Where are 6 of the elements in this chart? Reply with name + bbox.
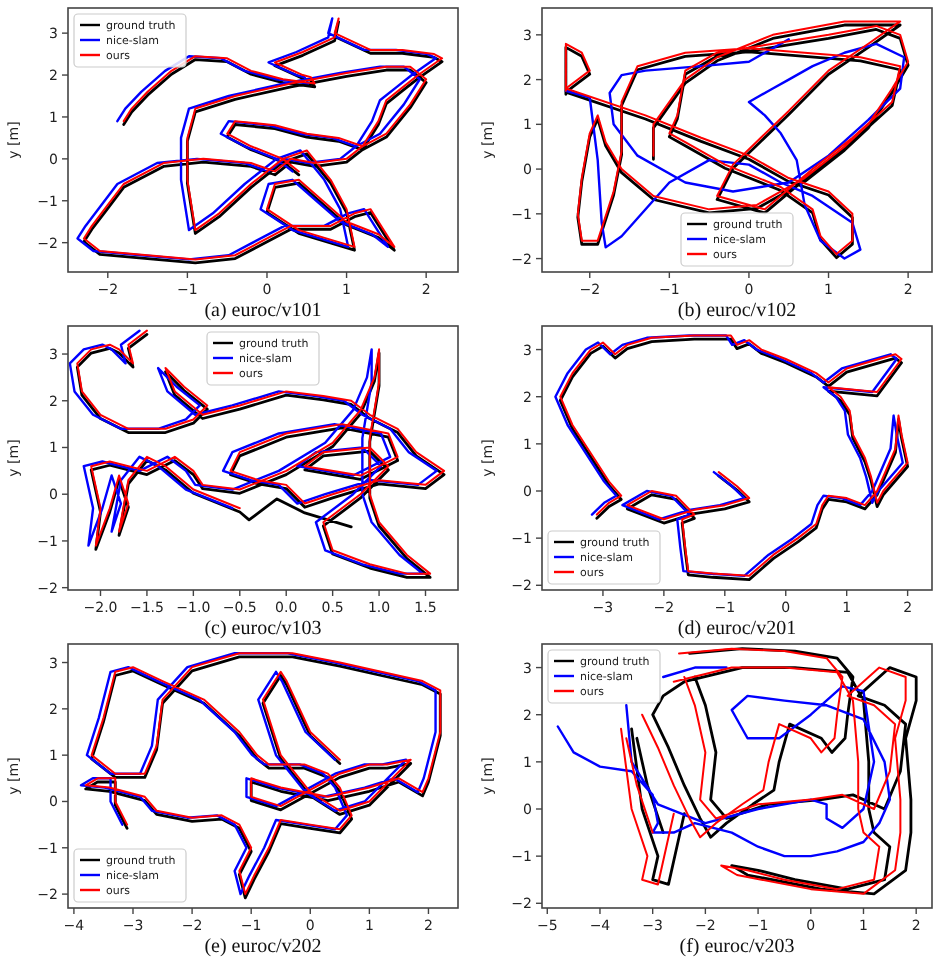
text: (d) euroc/v201 [677, 618, 797, 640]
text: (c) euroc/v103 [204, 618, 322, 640]
text: (a) euroc/v101 [204, 300, 322, 322]
text: (b) euroc/v102 [677, 300, 797, 322]
text: (f) euroc/v203 [679, 936, 795, 958]
text: (e) euroc/v202 [204, 936, 322, 958]
